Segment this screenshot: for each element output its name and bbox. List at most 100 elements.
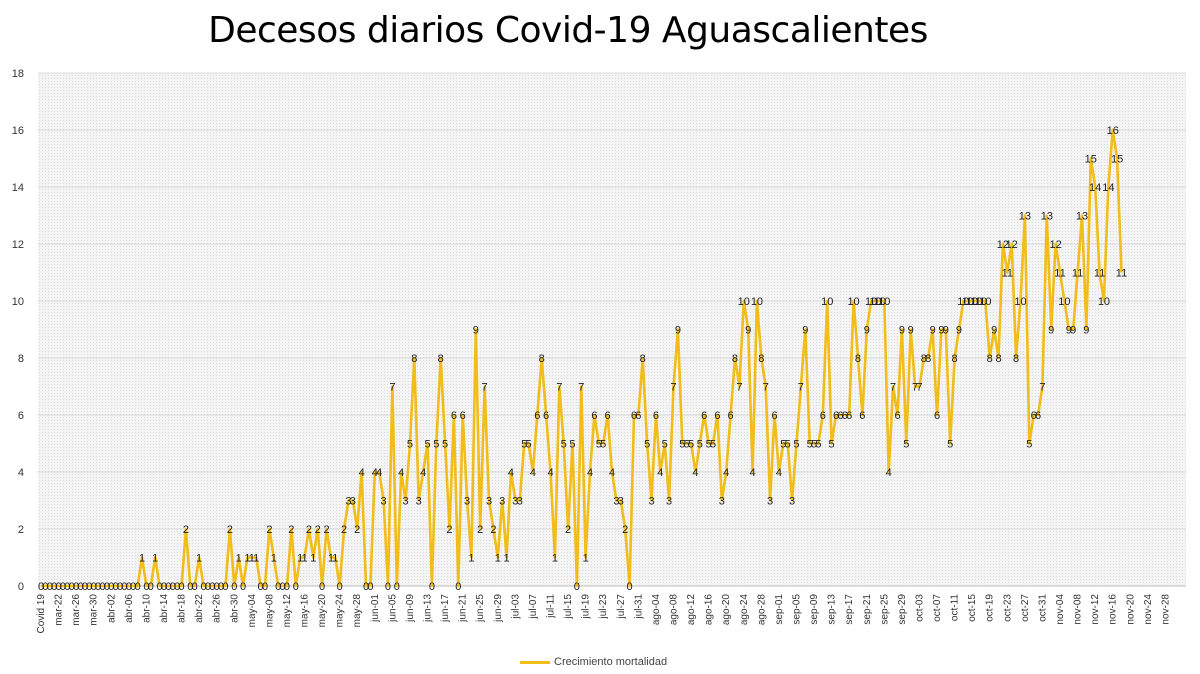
data-label: 3 [350,496,356,508]
data-label: 1 [297,553,303,565]
data-label: 5 [793,439,799,451]
data-label: 0 [280,581,286,593]
data-label: 11 [1002,268,1013,280]
data-label: 2 [323,524,329,536]
data-label: 8 [855,353,861,365]
data-label: 1 [332,553,338,565]
data-label: 4 [547,467,553,479]
x-tick-label: abr-22 [194,594,205,623]
data-label: 0 [218,581,224,593]
data-label: 0 [455,581,461,593]
data-label: 5 [407,439,413,451]
data-label: 7 [556,382,562,394]
x-tick-label: sep-29 [897,594,908,625]
data-label: 1 [328,553,334,565]
data-label: 6 [653,410,659,422]
x-tick-label: jul-19 [581,594,592,620]
data-label: 12 [1049,239,1061,251]
data-label: 6 [1031,410,1037,422]
data-label: 5 [815,439,821,451]
data-label: 0 [284,581,290,593]
data-label: 5 [710,439,716,451]
data-label: 10 [738,296,750,308]
x-tick-label: may-16 [300,594,311,628]
data-label: 0 [574,581,580,593]
data-label: 6 [846,410,852,422]
chart-title: Decesos diarios Covid-19 Aguascalientes [208,10,928,51]
data-label: 8 [411,353,417,365]
x-tick-label: mar-22 [54,594,65,626]
data-label: 0 [174,581,180,593]
data-label: 4 [420,467,426,479]
data-label: 1 [468,553,474,565]
data-label: 2 [341,524,347,536]
data-label: 8 [539,353,545,365]
data-label: 9 [943,325,949,337]
data-label: 0 [161,581,167,593]
x-tick-label: oct-03 [914,594,925,622]
data-label: 8 [921,353,927,365]
data-label: 5 [697,439,703,451]
data-label: 1 [139,553,145,565]
data-label: 3 [464,496,470,508]
data-label: 9 [802,325,808,337]
x-tick-label: nov-20 [1125,594,1136,625]
data-label: 11 [1054,268,1065,280]
data-label: 3 [345,496,351,508]
data-label: 0 [82,581,88,593]
data-label: 0 [117,581,123,593]
data-label: 5 [679,439,685,451]
x-tick-label: jul-23 [598,594,609,620]
data-label: 4 [886,467,892,479]
data-label: 0 [240,581,246,593]
data-label: 5 [569,439,575,451]
data-label: 10 [821,296,833,308]
data-label: 0 [113,581,119,593]
series-line [41,128,1123,588]
data-label: 9 [473,325,479,337]
x-tick-label: mar-26 [71,594,82,626]
x-tick-label: jul-27 [616,594,627,620]
data-label: 0 [429,581,435,593]
y-axis: 0 2 4 6 8 10 12 14 16 18 [12,68,24,593]
data-label: 11 [1072,268,1083,280]
x-tick-label: jun-25 [475,594,486,623]
data-label: 0 [91,581,97,593]
data-label: 1 [271,553,277,565]
data-label: 0 [47,581,53,593]
data-label: 9 [675,325,681,337]
data-label: 5 [780,439,786,451]
series-line-layer [41,128,1123,588]
x-tick-label: sep-21 [862,594,873,625]
data-label: 4 [372,467,378,479]
data-label: 6 [894,410,900,422]
data-label: 5 [829,439,835,451]
data-label: 6 [635,410,641,422]
data-label: 5 [525,439,531,451]
data-label: 9 [908,325,914,337]
data-label: 9 [745,325,751,337]
x-tick-label: jul-11 [546,594,557,619]
x-tick-label: jun-29 [493,594,504,623]
data-label: 0 [205,581,211,593]
x-tick-label: sep-01 [774,594,785,625]
data-label: 4 [723,467,729,479]
data-label: 0 [165,581,171,593]
data-label: 0 [38,581,44,593]
data-label: 0 [104,581,110,593]
data-label: 3 [402,496,408,508]
data-label: 0 [178,581,184,593]
data-label: 0 [367,581,373,593]
data-label: 7 [736,382,742,394]
data-label: 8 [925,353,931,365]
data-label: 8 [732,353,738,365]
data-label: 0 [148,581,154,593]
data-label: 5 [596,439,602,451]
data-label: 0 [214,581,220,593]
data-label: 4 [398,467,404,479]
data-label: 8 [952,353,958,365]
data-label: 5 [688,439,694,451]
data-label: 0 [192,581,198,593]
data-label: 9 [938,325,944,337]
x-tick-label: mar-30 [89,594,100,626]
